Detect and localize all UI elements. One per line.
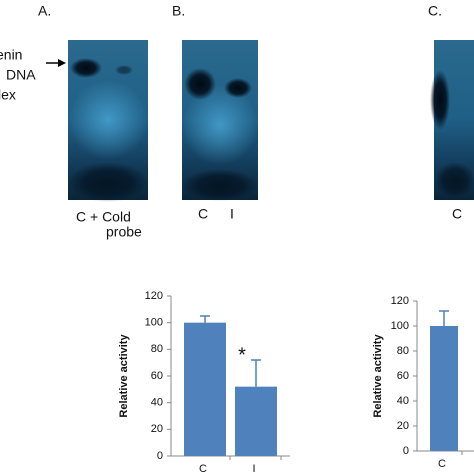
y-tick-label: 20 — [151, 423, 163, 435]
lane-label: C + Cold — [76, 209, 131, 225]
side-label: enin — [0, 47, 22, 63]
y-tick-label: 20 — [397, 420, 409, 432]
y-tick-label: 40 — [151, 397, 163, 409]
y-tick-label: 120 — [391, 295, 409, 307]
y-tick-label: 40 — [397, 395, 409, 407]
panel-label: B. — [172, 3, 185, 19]
y-tick-label: 60 — [151, 370, 163, 382]
lane-label: probe — [106, 224, 142, 240]
lane-label: C — [452, 206, 462, 222]
annotation: * — [238, 344, 246, 366]
y-tick-label: 120 — [145, 290, 163, 302]
y-tick-label: 0 — [403, 445, 409, 457]
arrow-head — [58, 59, 66, 67]
side-label: DNA — [6, 67, 36, 83]
bar — [430, 326, 458, 451]
gel-a — [68, 40, 148, 202]
lane-label: C — [198, 206, 208, 222]
y-axis-label: Relative activity — [372, 334, 384, 418]
x-tick-label: I — [252, 463, 255, 474]
x-tick-label: C — [199, 463, 207, 474]
y-tick-label: 60 — [397, 370, 409, 382]
gel-c — [430, 40, 474, 200]
gel-b — [182, 40, 258, 201]
y-tick-label: 0 — [157, 450, 163, 462]
panel-label: A. — [38, 3, 51, 19]
panel-label: C. — [428, 3, 442, 19]
side-label: lex — [0, 87, 16, 103]
lane-label: I — [230, 206, 234, 222]
bar — [235, 386, 277, 456]
y-tick-label: 80 — [151, 343, 163, 355]
y-tick-label: 100 — [145, 317, 163, 329]
y-tick-label: 100 — [391, 320, 409, 332]
y-axis-label: Relative activity — [118, 334, 130, 418]
x-tick-label: C — [438, 458, 446, 470]
y-tick-label: 80 — [397, 345, 409, 357]
bar — [184, 322, 226, 456]
